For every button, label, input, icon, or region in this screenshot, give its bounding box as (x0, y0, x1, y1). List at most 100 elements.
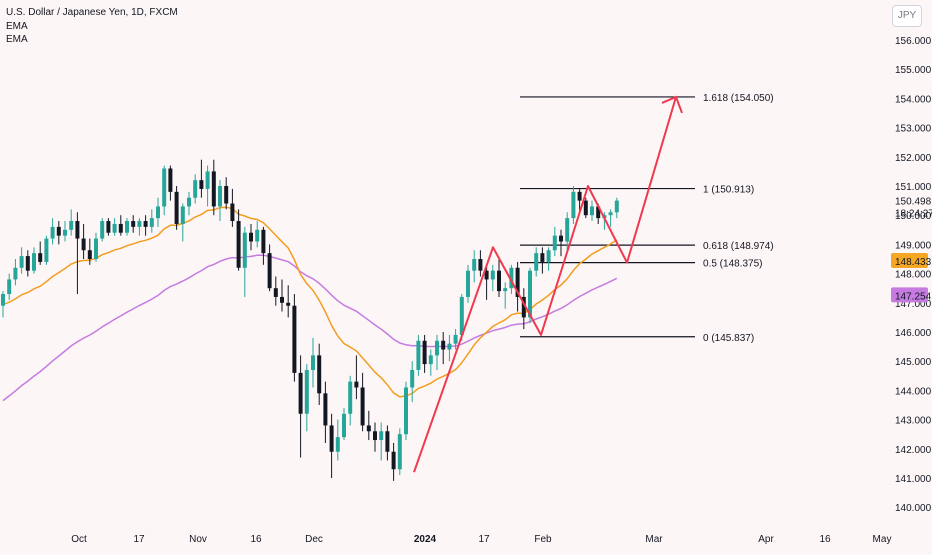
candle-body (509, 267, 514, 289)
candle-body (490, 270, 495, 280)
time-axis[interactable]: Oct 17 Nov 16 Dec 2024 17 Feb Mar Apr 16 May (71, 534, 891, 545)
candle-body (131, 221, 136, 227)
candle-body (515, 267, 520, 297)
symbol-title[interactable]: U.S. Dollar / Japanese Yen, 1D, FXCM (6, 7, 178, 18)
candle-body (149, 218, 154, 227)
price-axis[interactable]: 156.000 155.000 154.000 153.000 152.000 151.0… (891, 36, 932, 514)
ema-indicator-label[interactable]: EMA (6, 34, 28, 45)
candle-body (32, 253, 36, 271)
candle-body (38, 253, 43, 262)
candle-body (311, 355, 315, 370)
projection-arrowhead (661, 95, 683, 114)
projection-path[interactable] (413, 95, 683, 473)
candle-body (87, 250, 92, 259)
candle-body (366, 425, 371, 432)
candle-body (416, 340, 421, 370)
countdown-label: 18:24:27 (895, 209, 932, 220)
candle-body (143, 221, 148, 227)
candle-body (422, 340, 427, 365)
candle-body (342, 413, 346, 438)
candle-body (25, 256, 30, 271)
candle-body (249, 232, 253, 242)
candle-body (292, 305, 297, 373)
currency-button[interactable]: JPY (892, 5, 922, 27)
candle-body (354, 381, 359, 388)
price-tick-label: 142.000 (895, 445, 932, 456)
ema-slow-value-label-bg (891, 287, 928, 303)
time-tick-label: 16 (250, 534, 262, 545)
time-tick-label: Mar (645, 534, 663, 545)
candlestick-series (1, 159, 619, 481)
candle-body (162, 168, 167, 207)
candle-body (335, 437, 340, 452)
candle-body (329, 425, 334, 452)
candle-body (286, 302, 291, 306)
ema-fast-value-label: 148.433 (895, 257, 932, 268)
candle-body (106, 221, 111, 233)
ema-indicator-label[interactable]: EMA (6, 20, 28, 32)
candle-body (348, 381, 353, 414)
candle-body (484, 270, 489, 280)
time-tick-label: Oct (71, 534, 87, 545)
fib-level-label: 0 (145.837) (703, 333, 754, 344)
candle-body (19, 256, 24, 268)
fibonacci-levels[interactable]: 1.618 (154.050) 1 (150.913) 0.618 (148.974… (520, 93, 774, 344)
candle-body (373, 431, 377, 441)
time-tick-label: 17 (478, 534, 490, 545)
candle-body (211, 171, 216, 207)
price-tick-label: 150.000 (895, 211, 932, 222)
projection-line[interactable] (413, 96, 677, 473)
price-tick-label: 141.000 (895, 474, 932, 485)
candle-body (559, 235, 563, 242)
candle-body (69, 221, 74, 230)
chart-legend: U.S. Dollar / Japanese Yen, 1D, FXCM EMA… (6, 6, 178, 47)
candle-body (546, 250, 551, 262)
candle-body (242, 232, 247, 268)
candle-body (100, 221, 105, 239)
candle-body (552, 235, 557, 251)
time-tick-label: Nov (189, 534, 207, 545)
candle-body (441, 340, 446, 350)
price-tick-label: 145.000 (895, 357, 932, 368)
candle-body (608, 212, 613, 216)
candle-body (81, 238, 86, 251)
candle-body (528, 270, 532, 318)
candle-body (391, 451, 396, 470)
candle-body (118, 223, 123, 233)
candle-body (255, 229, 260, 242)
candle-body (360, 387, 365, 426)
candle-body (453, 334, 458, 344)
candle-body (75, 221, 80, 239)
price-tick-label: 147.000 (895, 299, 932, 310)
candle-body (236, 221, 241, 268)
candle-body (410, 369, 415, 388)
candle-body (596, 206, 601, 219)
time-tick-label: 16 (819, 534, 831, 545)
candle-body (540, 253, 545, 262)
price-tick-label: 144.000 (895, 386, 932, 397)
candle-body (63, 229, 67, 236)
time-tick-label: Dec (305, 534, 323, 545)
ema-fast-value-label-bg (891, 252, 928, 268)
candle-body (404, 387, 408, 435)
candle-body (379, 431, 384, 441)
candle-body (503, 288, 508, 292)
price-tick-label: 152.000 (895, 153, 932, 164)
candle-body (298, 372, 303, 414)
candle-body (317, 355, 322, 394)
time-tick-label: Apr (758, 534, 774, 545)
candle-body (521, 296, 526, 318)
candle-body (13, 267, 18, 280)
candle-body (280, 296, 284, 303)
last-price-label: 150.498 (895, 197, 932, 208)
candle-body (205, 171, 210, 189)
candle-body (614, 200, 619, 213)
candle-body (466, 270, 470, 297)
candle-body (125, 221, 129, 233)
candle-body (50, 226, 55, 239)
candle-body (472, 259, 477, 271)
candle-body (199, 180, 204, 189)
candle-body (94, 238, 98, 259)
